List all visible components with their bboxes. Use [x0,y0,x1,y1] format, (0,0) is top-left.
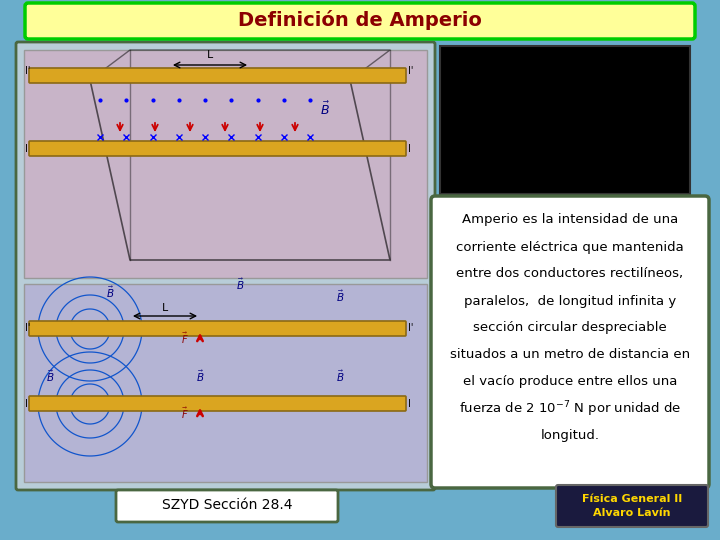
FancyBboxPatch shape [556,485,708,527]
Text: SZYD Sección 28.4: SZYD Sección 28.4 [162,498,292,512]
Text: L: L [162,303,168,313]
Text: $\vec{B}$: $\vec{B}$ [106,285,114,300]
Text: I': I' [408,323,413,333]
Text: L: L [207,50,213,60]
Text: $\vec{F}$: $\vec{F}$ [181,330,189,346]
Text: $\vec{B}$: $\vec{B}$ [196,368,204,384]
Text: I: I [25,399,28,409]
FancyBboxPatch shape [16,42,435,490]
Text: I': I' [408,66,413,76]
Text: Amperio es la intensidad de una: Amperio es la intensidad de una [462,213,678,226]
Text: $\vec{B}$: $\vec{B}$ [336,288,344,304]
Text: $\vec{B}$: $\vec{B}$ [320,101,330,118]
FancyBboxPatch shape [29,68,406,83]
Text: fuerza de 2 10$^{-7}$ N por unidad de: fuerza de 2 10$^{-7}$ N por unidad de [459,399,681,419]
Bar [24,50,427,278]
Text: corriente eléctrica que mantenida: corriente eléctrica que mantenida [456,240,684,253]
Text: el vacío produce entre ellos una: el vacío produce entre ellos una [463,375,678,388]
Text: I': I' [25,323,30,333]
Text: situados a un metro de distancia en: situados a un metro de distancia en [450,348,690,361]
Text: I: I [25,144,28,154]
Text: $\vec{F}$: $\vec{F}$ [181,406,189,421]
FancyBboxPatch shape [431,196,709,488]
Text: sección circular despreciable: sección circular despreciable [473,321,667,334]
Text: $\vec{B}$: $\vec{B}$ [235,276,244,292]
Text: paralelos,  de longitud infinita y: paralelos, de longitud infinita y [464,294,676,307]
Text: $\vec{B}$: $\vec{B}$ [336,368,344,384]
FancyBboxPatch shape [29,141,406,156]
FancyBboxPatch shape [29,396,406,411]
Text: $\vec{B}$: $\vec{B}$ [46,368,54,384]
Text: entre dos conductores rectilíneos,: entre dos conductores rectilíneos, [456,267,683,280]
FancyBboxPatch shape [440,46,690,194]
Text: Definición de Amperio: Definición de Amperio [238,10,482,30]
Text: I: I [408,144,411,154]
Text: I': I' [25,66,30,76]
FancyBboxPatch shape [29,321,406,336]
Text: I: I [408,399,411,409]
Bar [24,284,427,482]
Text: longitud.: longitud. [541,429,600,442]
Text: Física General II
Alvaro Lavín: Física General II Alvaro Lavín [582,494,682,518]
FancyBboxPatch shape [25,3,695,39]
FancyBboxPatch shape [116,490,338,522]
